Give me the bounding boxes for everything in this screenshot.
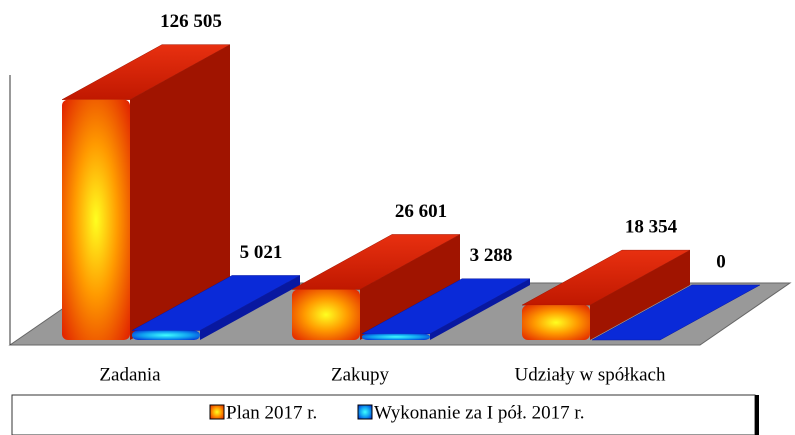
bar-top	[591, 284, 761, 341]
value-label: 5 021	[240, 242, 283, 263]
bar-front	[362, 333, 430, 340]
x-tick-label: Zadania	[99, 364, 161, 385]
bar-side	[200, 275, 300, 340]
value-label: 18 354	[625, 216, 678, 237]
legend-swatch	[209, 404, 225, 420]
bar-front	[62, 99, 130, 340]
bar	[591, 284, 761, 341]
value-label: 3 288	[470, 245, 513, 266]
x-tick-label: Udziały w spółkach	[515, 364, 666, 385]
bar-side	[590, 250, 690, 340]
bar	[61, 44, 231, 340]
legend-label: Plan 2017 r.	[226, 402, 317, 423]
bar-front	[292, 289, 360, 340]
bar-side	[130, 44, 230, 340]
bar-front	[522, 305, 590, 340]
bar-side	[360, 234, 460, 340]
bar	[521, 249, 691, 340]
bar	[291, 234, 461, 340]
bars	[61, 44, 761, 341]
bar-front	[132, 330, 200, 340]
bar	[131, 275, 301, 340]
value-label: 26 601	[395, 201, 447, 222]
value-label: 0	[716, 251, 726, 272]
bar-side	[430, 278, 530, 340]
x-tick-label: Zakupy	[331, 364, 390, 385]
legend-swatch	[357, 404, 373, 420]
legend-label: Wykonanie za I pół. 2017 r.	[374, 402, 584, 423]
value-label: 126 505	[160, 11, 222, 32]
bar	[361, 278, 531, 340]
legend	[11, 394, 756, 435]
